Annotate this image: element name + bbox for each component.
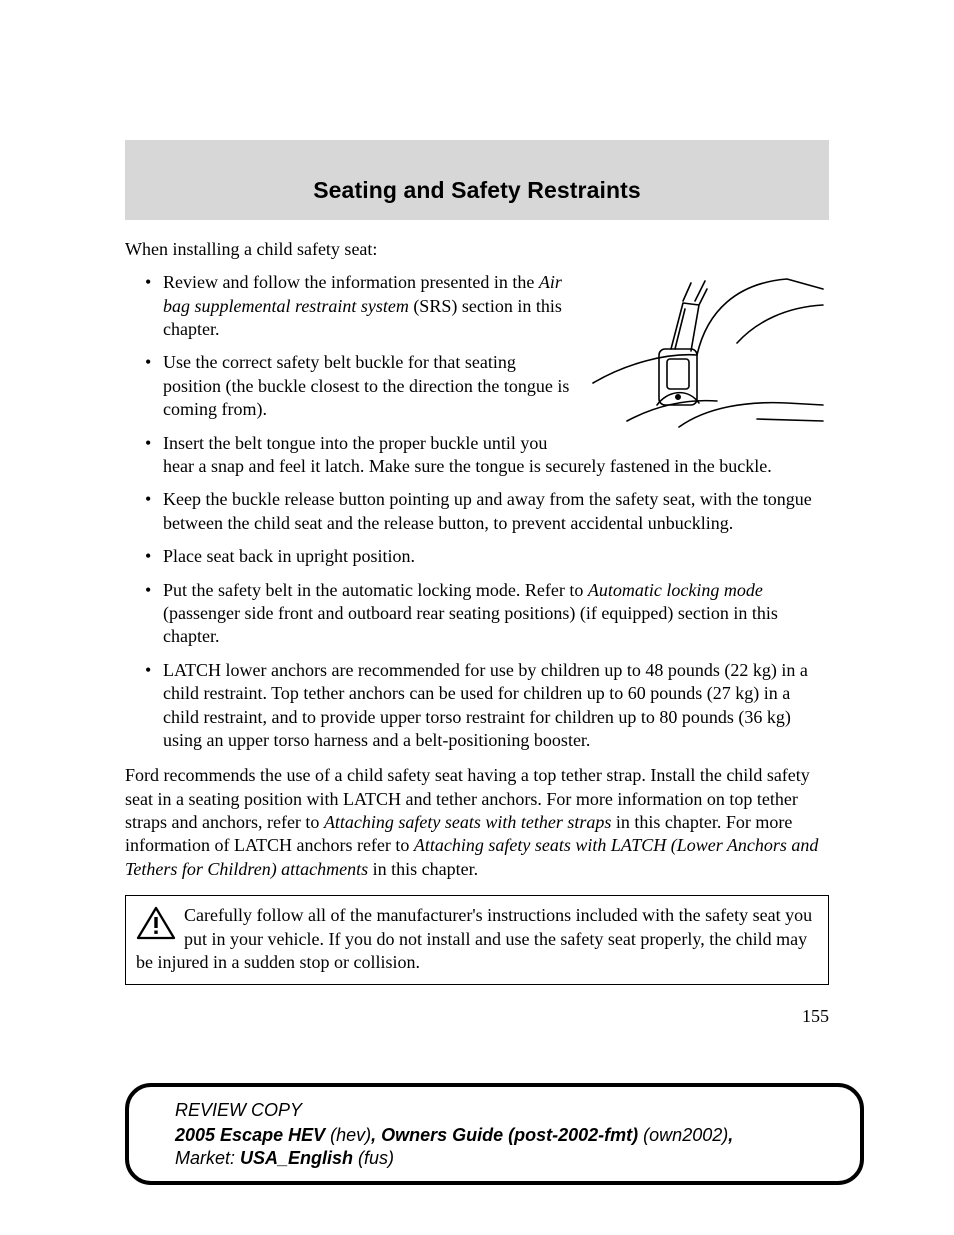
page-number: 155	[125, 1005, 829, 1028]
footer-bold: , Owners Guide (post-2002-fmt)	[371, 1125, 638, 1145]
footer-metadata-box: REVIEW COPY 2005 Escape HEV (hev), Owner…	[125, 1083, 864, 1185]
footer-text: Market:	[175, 1148, 240, 1168]
footer-bold: ,	[728, 1125, 733, 1145]
bullet-item: Keep the buckle release button pointing …	[145, 488, 829, 535]
footer-bold: USA_English	[240, 1148, 353, 1168]
content-with-illustration: Review and follow the information presen…	[125, 271, 829, 764]
bullet-text: Use the correct safety belt buckle for t…	[163, 351, 576, 421]
footer-text: (fus)	[353, 1148, 394, 1168]
section-title: Seating and Safety Restraints	[125, 176, 829, 206]
bullet-item: Put the safety belt in the automatic loc…	[145, 579, 829, 649]
bullet-item: LATCH lower anchors are recommended for …	[145, 659, 829, 753]
footer-text: (hev)	[325, 1125, 371, 1145]
footer-text: (own2002)	[638, 1125, 728, 1145]
intro-text: When installing a child safety seat:	[125, 238, 829, 261]
warning-callout: Carefully follow all of the manufacturer…	[125, 895, 829, 985]
bullet-item: Place seat back in upright position.	[145, 545, 829, 568]
bullet-text: Review and follow the information presen…	[163, 272, 539, 292]
document-page: Seating and Safety Restraints When insta…	[0, 0, 954, 1235]
footer-line-2: 2005 Escape HEV (hev), Owners Guide (pos…	[175, 1124, 836, 1147]
warning-triangle-icon	[136, 906, 176, 940]
para-text: in this chapter.	[368, 859, 478, 879]
section-header: Seating and Safety Restraints	[125, 140, 829, 220]
bullet-item: Insert the belt tongue into the proper b…	[145, 432, 829, 479]
bullet-item: Review and follow the information presen…	[145, 271, 829, 341]
bullet-text: (passenger side front and outboard rear …	[163, 603, 778, 646]
bullet-text: Put the safety belt in the automatic loc…	[163, 580, 588, 600]
footer-bold: 2005 Escape HEV	[175, 1125, 325, 1145]
footer-line-3: Market: USA_English (fus)	[175, 1147, 836, 1170]
body-paragraph: Ford recommends the use of a child safet…	[125, 764, 829, 881]
footer-line-1: REVIEW COPY	[175, 1099, 836, 1122]
bullet-italic: Automatic locking mode	[588, 580, 763, 600]
warning-text: Carefully follow all of the manufacturer…	[136, 905, 812, 972]
bullet-item: Use the correct safety belt buckle for t…	[145, 351, 829, 421]
para-italic: Attaching safety seats with tether strap…	[324, 812, 611, 832]
